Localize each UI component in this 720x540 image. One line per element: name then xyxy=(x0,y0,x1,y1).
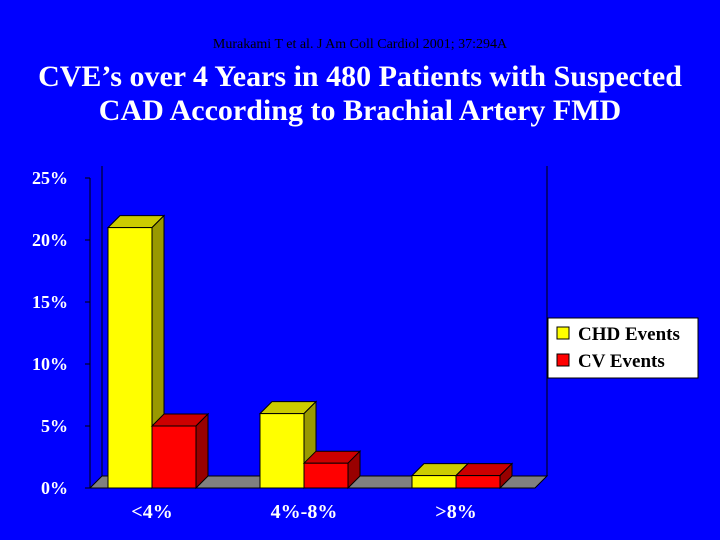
bar-cv-0 xyxy=(150,412,210,490)
x-category-label: 4%-8% xyxy=(271,501,338,523)
y-tick-label: 10% xyxy=(32,354,68,374)
y-tick-label: 0% xyxy=(41,478,68,498)
y-tick-label: 20% xyxy=(32,230,68,250)
legend-swatch-cv xyxy=(556,353,570,367)
chart-bars xyxy=(106,214,514,490)
bar-front-face xyxy=(107,227,153,489)
x-category-labels: <4% 4%-8% >8% xyxy=(131,501,476,523)
legend-swatch-chd xyxy=(556,326,570,340)
y-tick-label: 15% xyxy=(32,292,68,312)
y-tick-label: 25% xyxy=(32,168,68,188)
bar-cv-2 xyxy=(454,462,514,490)
y-tick-labels: 0% 5% 10% 15% 20% 25% xyxy=(32,168,68,498)
legend-box xyxy=(547,317,699,379)
bar-front-face xyxy=(455,475,501,489)
chart-title: CVE’s over 4 Years in 480 Patients with … xyxy=(0,60,720,128)
bar-chd-1 xyxy=(258,400,318,490)
bar-chd-0 xyxy=(106,214,166,490)
bar-front-face xyxy=(151,425,197,489)
x-category-label: <4% xyxy=(131,501,172,523)
title-line-1: CVE’s over 4 Years in 480 Patients with … xyxy=(38,60,682,93)
legend-label-chd: CHD Events xyxy=(578,324,680,345)
bar-side-face xyxy=(195,412,209,490)
legend: CHD Events CV Events xyxy=(547,317,699,379)
y-tick-label: 5% xyxy=(41,416,68,436)
citation: Murakami T et al. J Am Coll Cardiol 2001… xyxy=(212,37,508,52)
bar-cv-1 xyxy=(302,449,362,490)
bar-front-face xyxy=(259,413,305,489)
bar-front-face xyxy=(303,462,349,489)
title-line-2: CAD According to Brachial Artery FMD xyxy=(98,94,622,127)
bar-front-face xyxy=(411,475,457,489)
x-category-label: >8% xyxy=(435,501,476,523)
legend-label-cv: CV Events xyxy=(578,351,665,372)
